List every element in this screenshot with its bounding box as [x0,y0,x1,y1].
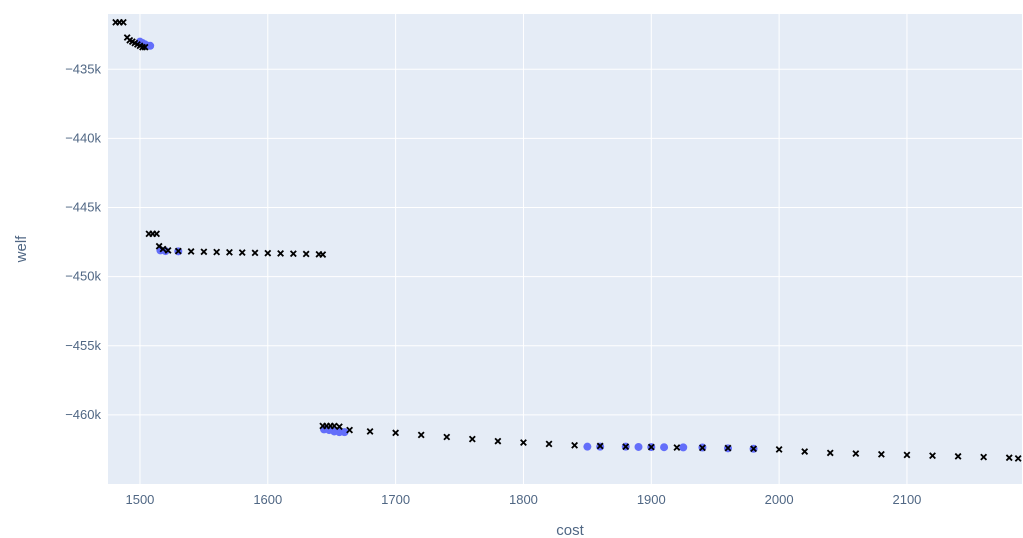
x-marker [119,18,127,26]
x-marker [775,446,783,453]
circle-marker [679,443,688,452]
x-marker [213,248,221,256]
x-marker [673,444,681,451]
x-tick-label: 1500 [125,492,154,507]
grid [108,14,1022,484]
x-marker [1005,454,1013,462]
x-marker [801,448,809,455]
x-marker [571,441,579,449]
x-marker [647,443,655,451]
x-marker [596,442,604,450]
x-tick-label: 2100 [892,492,921,507]
x-marker [980,453,988,461]
y-tick-label: −455k [65,338,101,353]
x-marker [750,445,757,453]
x-marker [852,450,860,458]
circle-marker [340,428,349,437]
x-marker [698,444,706,452]
y-axis-ticks: −435k −440k −445k −450k −455k −460k [65,61,101,422]
x-marker [346,426,354,434]
x-tick-label: 1700 [381,492,410,507]
x-marker [289,250,297,258]
x-marker [366,428,374,435]
x-marker [903,451,911,459]
x-marker [520,439,527,446]
x-marker [622,443,630,451]
y-tick-label: −450k [65,269,101,284]
circle-marker [146,41,155,50]
circle-marker [634,442,643,451]
x-marker [164,246,172,254]
y-tick-label: −445k [65,200,101,215]
x-marker [417,431,425,439]
x-marker [159,245,167,253]
x-tick-label: 2000 [765,492,794,507]
circle-marker [660,443,669,452]
x-marker [929,452,936,460]
y-tick-label: −440k [65,130,101,145]
x-marker [826,449,834,457]
x-marker [330,422,338,430]
x-tick-label: 1900 [637,492,666,507]
x-marker [226,248,233,256]
x-marker [238,249,246,257]
x-marker [877,450,885,458]
x-marker [302,250,310,258]
x-marker [392,429,400,437]
x-marker [545,440,553,448]
x-marker [277,249,285,257]
x-marker [443,433,451,441]
y-tick-label: −435k [65,61,101,76]
x-tick-label: 1800 [509,492,538,507]
x-marker [1014,454,1022,462]
x-marker [494,437,502,445]
plot-area [108,14,1022,484]
x-marker [335,423,343,431]
x-marker [251,249,259,257]
x-marker [319,251,327,258]
x-marker [200,248,208,256]
x-marker [264,249,272,257]
y-tick-label: −460k [65,407,101,422]
x-marker [174,247,182,255]
x-marker [724,444,732,452]
x-marker [141,43,149,51]
x-axis-ticks: 1500 1600 1700 1800 1900 2000 2100 [125,492,921,507]
x-tick-label: 1600 [253,492,282,507]
x-marker [954,452,962,460]
circle-marker [583,442,592,451]
data-points [112,18,1022,462]
x-marker [153,230,161,238]
x-axis-title: cost [556,522,584,538]
x-marker [187,248,195,255]
y-axis-title: welf [13,235,30,264]
x-marker [468,435,476,443]
